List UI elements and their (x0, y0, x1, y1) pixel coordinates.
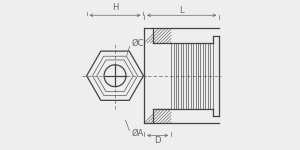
Text: ØC: ØC (131, 39, 144, 48)
Text: L: L (179, 6, 184, 15)
Text: D: D (154, 136, 161, 145)
Text: H: H (112, 3, 118, 12)
Text: ØA: ØA (131, 129, 143, 138)
Circle shape (104, 65, 126, 87)
